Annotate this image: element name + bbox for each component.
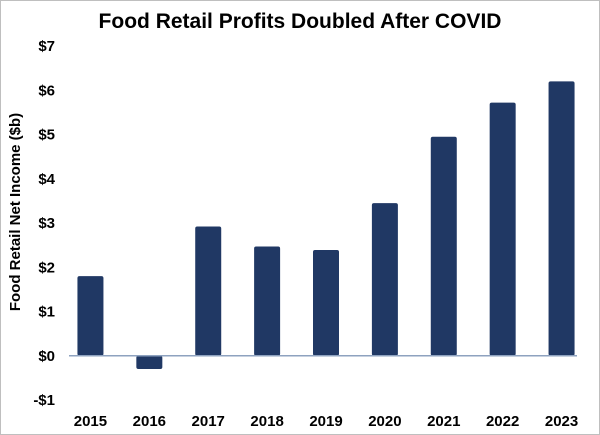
chart-title: Food Retail Profits Doubled After COVID — [98, 10, 502, 33]
y-tick-label: $5 — [38, 127, 55, 144]
y-tick-label: $7 — [38, 38, 55, 55]
x-tick-label: 2019 — [309, 413, 342, 430]
y-tick-label: $0 — [38, 348, 55, 365]
y-axis-ticks: -$1 $0 $1 $2 $3 $4 $5 $6 $7 — [33, 38, 55, 409]
x-tick-label: 2018 — [250, 413, 283, 430]
x-tick-label: 2020 — [368, 413, 401, 430]
y-tick-label: -$1 — [33, 392, 55, 409]
bar-2020 — [371, 203, 398, 356]
x-tick-label: 2016 — [133, 413, 166, 430]
x-tick-label: 2015 — [74, 413, 107, 430]
y-tick-label: $4 — [38, 171, 55, 188]
y-tick-label: $1 — [38, 304, 55, 321]
y-tick-label: $6 — [38, 82, 55, 99]
y-axis-title-group: Food Retail Net Income ($b) — [7, 113, 24, 311]
y-tick-label: $2 — [38, 259, 55, 276]
bar-2019 — [313, 249, 339, 356]
x-tick-label: 2023 — [545, 413, 578, 430]
bar-2022 — [489, 102, 516, 356]
x-tick-label: 2021 — [427, 413, 460, 430]
x-axis-ticks: 2015 2016 2017 2018 2019 2020 2021 2022 2023 — [74, 413, 578, 430]
x-tick-label: 2022 — [486, 413, 519, 430]
bar-2015 — [77, 276, 104, 356]
bar-2017 — [195, 226, 222, 356]
y-tick-label: $3 — [38, 215, 55, 232]
bar-2021 — [430, 136, 457, 356]
bars — [77, 81, 575, 370]
bar-2016 — [136, 355, 163, 370]
y-axis-title: Food Retail Net Income ($b) — [7, 113, 24, 311]
x-tick-label: 2017 — [192, 413, 225, 430]
bar-2018 — [254, 246, 281, 356]
bar-2023 — [548, 81, 575, 356]
